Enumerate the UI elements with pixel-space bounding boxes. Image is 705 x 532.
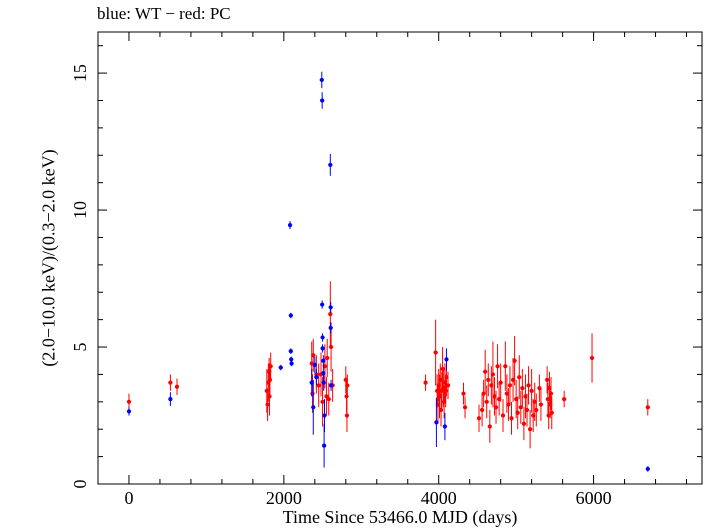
data-point-pc	[525, 408, 529, 412]
data-point-pc	[528, 427, 532, 431]
y-axis-label: (2.0−10.0 keV)/(0.3−2.0 keV)	[39, 149, 60, 366]
data-point-wt	[320, 98, 324, 102]
data-point-wt	[434, 420, 438, 424]
data-point-pc	[562, 397, 566, 401]
data-point-pc	[590, 356, 594, 360]
data-point-pc	[329, 345, 333, 349]
data-point-pc	[539, 402, 543, 406]
data-point-wt	[322, 444, 326, 448]
data-point-pc	[317, 383, 321, 387]
data-point-pc	[463, 405, 467, 409]
data-point-pc	[483, 370, 487, 374]
data-point-pc	[485, 400, 489, 404]
data-point-pc	[522, 422, 526, 426]
data-point-wt	[311, 405, 315, 409]
data-point-pc	[549, 392, 553, 396]
data-point-wt	[321, 359, 325, 363]
data-point-pc	[513, 359, 517, 363]
data-point-pc	[444, 389, 448, 393]
data-point-pc	[517, 375, 521, 379]
data-point-pc	[501, 413, 505, 417]
data-point-pc	[534, 408, 538, 412]
data-point-pc	[491, 372, 495, 376]
data-point-wt	[289, 313, 293, 317]
data-point-pc	[486, 378, 490, 382]
y-tick-label: 10	[70, 201, 90, 219]
data-point-pc	[495, 364, 499, 368]
data-point-wt	[329, 383, 333, 387]
data-point-pc	[499, 381, 503, 385]
data-point-wt	[646, 467, 650, 471]
data-point-pc	[168, 381, 172, 385]
data-point-pc	[345, 383, 349, 387]
y-tick-label: 0	[70, 480, 90, 489]
data-point-pc	[509, 416, 513, 420]
x-tick-label: 4000	[421, 488, 457, 508]
data-point-wt	[329, 305, 333, 309]
data-point-pc	[127, 400, 131, 404]
data-point-pc	[345, 413, 349, 417]
data-point-pc	[520, 386, 524, 390]
data-point-wt	[127, 409, 131, 413]
data-point-wt	[320, 302, 324, 306]
data-point-pc	[325, 356, 329, 360]
data-point-pc	[423, 381, 427, 385]
data-point-pc	[268, 378, 272, 382]
data-point-pc	[530, 389, 534, 393]
data-point-wt	[329, 326, 333, 330]
data-point-wt	[322, 381, 326, 385]
data-point-pc	[503, 364, 507, 368]
x-tick-label: 0	[124, 488, 133, 508]
data-point-pc	[175, 385, 179, 389]
x-tick-label: 6000	[576, 488, 612, 508]
data-point-wt	[320, 78, 324, 82]
y-tick-label: 5	[70, 343, 90, 352]
data-point-wt	[288, 223, 292, 227]
data-point-pc	[269, 364, 273, 368]
data-point-pc	[440, 367, 444, 371]
x-tick-label: 2000	[266, 488, 302, 508]
y-tick-label: 15	[70, 64, 90, 82]
data-point-pc	[480, 408, 484, 412]
data-point-pc	[310, 392, 314, 396]
plot-frame	[98, 32, 702, 484]
data-point-pc	[344, 394, 348, 398]
data-point-pc	[545, 378, 549, 382]
chart-title: blue: WT − red: PC	[97, 4, 231, 24]
data-point-pc	[477, 416, 481, 420]
data-point-pc	[327, 397, 331, 401]
data-point-pc	[516, 411, 520, 415]
x-axis-label: Time Since 53466.0 MJD (days)	[98, 507, 702, 528]
data-point-wt	[328, 163, 332, 167]
data-point-pc	[550, 411, 554, 415]
data-point-wt	[320, 346, 324, 350]
data-point-pc	[434, 350, 438, 354]
data-point-pc	[488, 424, 492, 428]
data-point-pc	[508, 383, 512, 387]
data-point-pc	[646, 405, 650, 409]
data-point-wt	[279, 365, 283, 369]
data-point-wt	[320, 335, 324, 339]
data-point-wt	[313, 363, 317, 367]
data-point-wt	[168, 397, 172, 401]
data-point-wt	[444, 357, 448, 361]
data-point-wt	[314, 375, 318, 379]
data-point-wt	[289, 361, 293, 365]
data-point-pc	[461, 392, 465, 396]
data-point-pc	[446, 383, 450, 387]
data-point-pc	[439, 408, 443, 412]
data-point-pc	[526, 383, 530, 387]
data-point-wt	[443, 424, 447, 428]
data-point-wt	[289, 349, 293, 353]
data-point-wt	[322, 413, 326, 417]
data-point-pc	[494, 405, 498, 409]
